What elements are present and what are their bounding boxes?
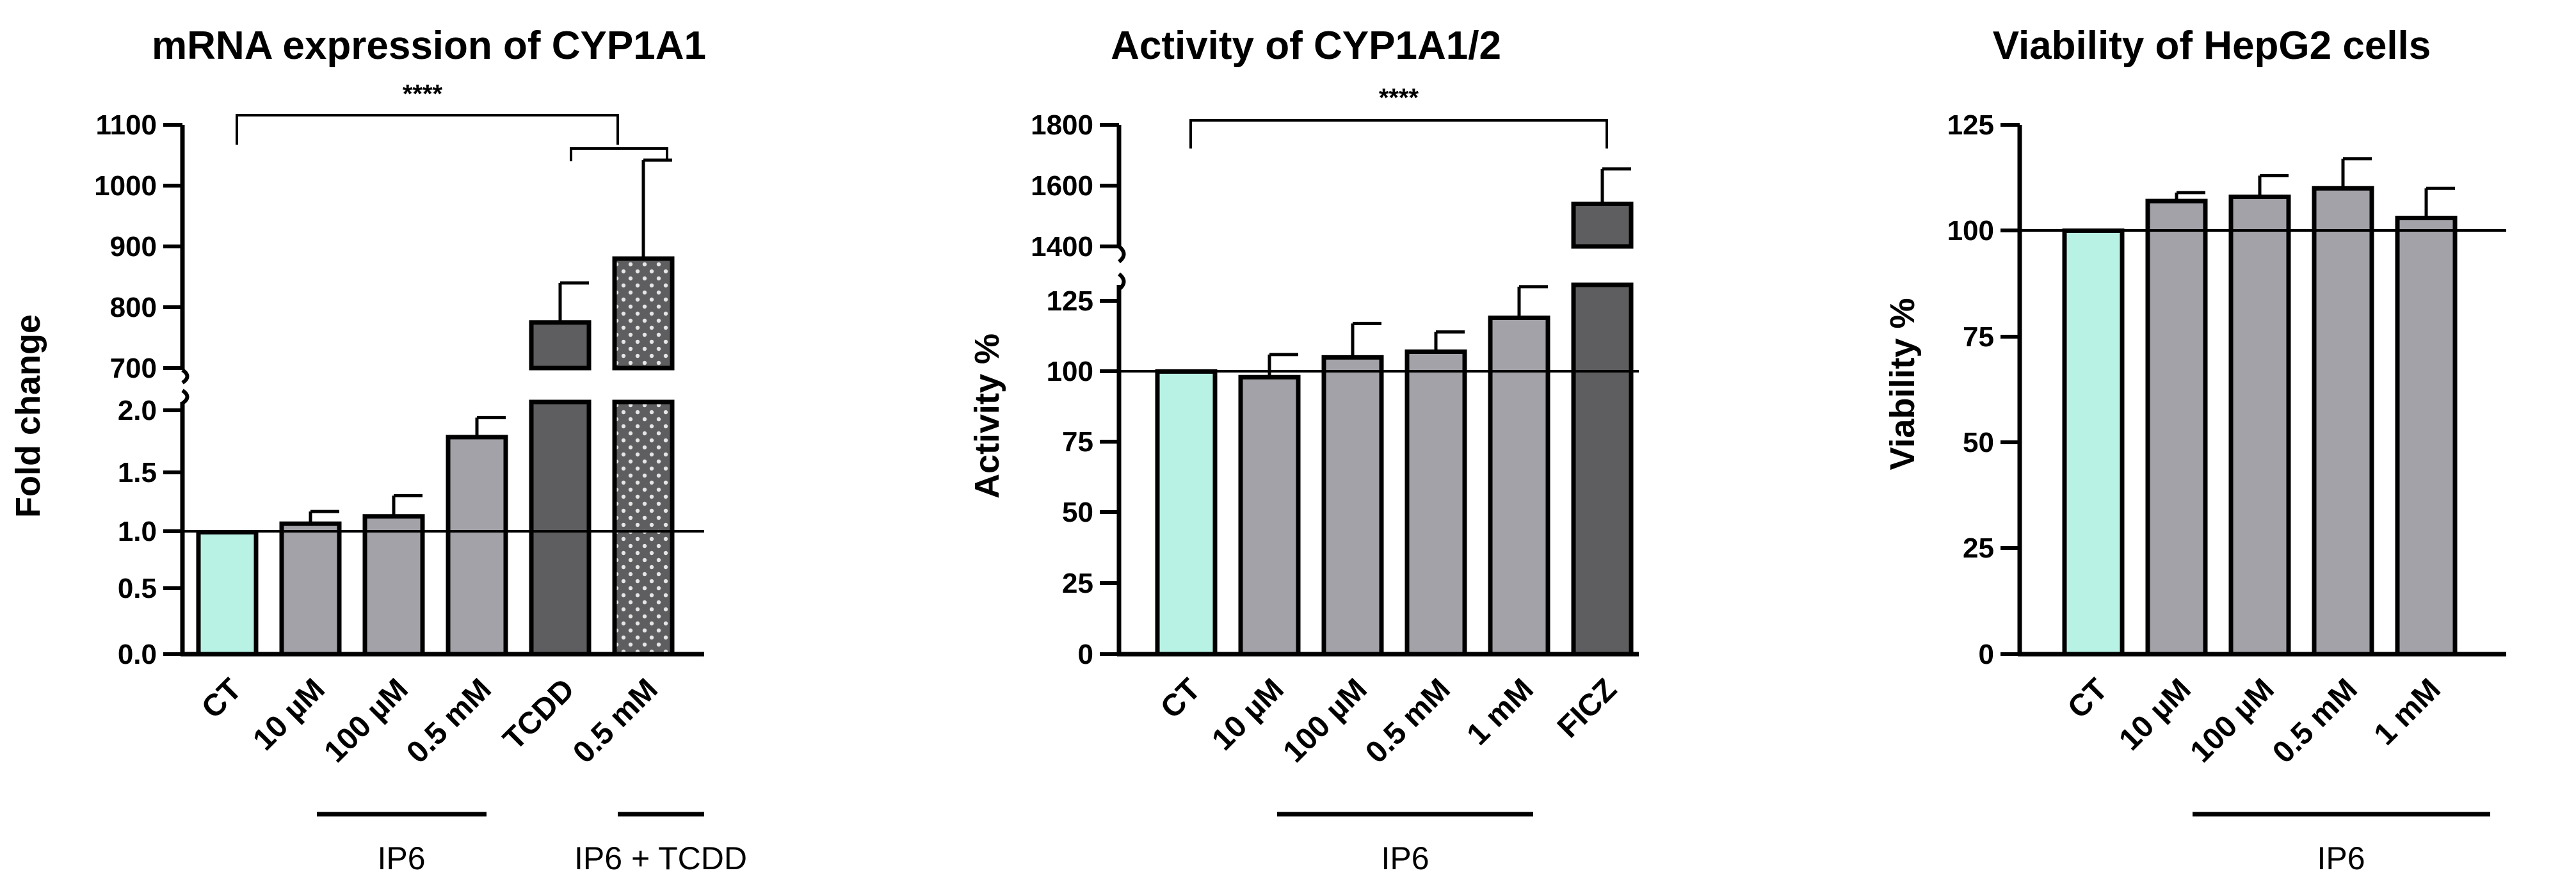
y-tick-label: 1800: [1031, 109, 1093, 141]
y-tick-label: 1.5: [118, 457, 157, 488]
x-tick-label: 100 µM: [318, 672, 414, 769]
bar-group: [196, 158, 677, 657]
y-tick-label: 75: [1062, 426, 1093, 458]
x-tick-labels: CT 10 µM 100 µM 0.5 mM TCDD 0.5 mM: [195, 672, 664, 770]
bar: [2312, 186, 2374, 657]
chart-title: Activity of CYP1A1/2: [1111, 24, 1501, 68]
y-tick-label: 700: [110, 353, 157, 384]
y-tick-label: 1100: [96, 109, 157, 141]
chart-title: Viability of HepG2 cells: [1993, 24, 2431, 68]
y-tick-label: 1600: [1031, 170, 1093, 202]
y-axis-label: Fold change: [9, 314, 47, 518]
axis-break-mark: [181, 368, 189, 385]
bar: [279, 521, 342, 657]
y-tick-label: 50: [1062, 497, 1093, 528]
bar: [2062, 228, 2125, 657]
bar-break-gap: [526, 371, 594, 399]
bar: [612, 256, 675, 371]
x-tick-label: 0.5 mM: [1359, 672, 1457, 770]
bar: [1155, 369, 1218, 657]
axis-break-mark: [1118, 272, 1126, 291]
significance-label: ****: [403, 80, 443, 108]
bar: [196, 530, 259, 657]
bar: [1571, 282, 1634, 657]
axis-break-mark: [1118, 245, 1126, 264]
bar: [1571, 202, 1634, 249]
bar: [2145, 198, 2208, 657]
group-labels: IP6 IP6 + TCDD: [317, 812, 747, 876]
y-tick-label: 800: [110, 292, 157, 323]
axis-break-mark: [181, 389, 189, 405]
bar-break-gap: [609, 371, 677, 399]
y-ticks-lower: 0.0 0.5 1.0 1.5 2.0: [118, 395, 182, 670]
x-tick-label: 0.5 mM: [400, 672, 498, 770]
x-tick-label: FICZ: [1551, 672, 1623, 744]
bar: [529, 320, 592, 371]
y-tick-label: 1400: [1031, 231, 1093, 262]
x-tick-labels: CT 10 µM 100 µM 0.5 mM 1 mM FICZ: [1154, 672, 1623, 770]
x-tick-label: 100 µM: [2184, 672, 2280, 769]
bar: [362, 514, 425, 657]
bar: [446, 435, 508, 657]
y-tick-label: 125: [1047, 285, 1093, 317]
y-tick-label: 75: [1963, 321, 1994, 353]
y-tick-label: 0: [1979, 639, 1994, 670]
bar: [1321, 355, 1384, 657]
y-tick-label: 900: [110, 231, 157, 262]
x-tick-label: 100 µM: [1276, 672, 1373, 769]
chart-title: mRNA expression of CYP1A1: [152, 24, 706, 68]
chart-cyp-activity: Activity of CYP1A1/2 Activity % 1800 160…: [968, 24, 1639, 876]
bar-group: [2062, 157, 2458, 657]
bar: [1488, 315, 1550, 657]
y-tick-label: 0.0: [118, 639, 157, 670]
y-tick-label: 1.0: [118, 516, 157, 547]
bar: [1238, 374, 1301, 657]
y-ticks-upper: 1800 1600 1400: [1031, 109, 1119, 262]
x-tick-label: CT: [1154, 672, 1207, 725]
chart-hepg2-viability: Viability of HepG2 cells Viability % 0 2…: [1883, 24, 2506, 876]
y-ticks-lower: 0 25 50 75 100 125: [1047, 285, 1119, 670]
significance-bracket: ****: [1189, 84, 1608, 148]
bar: [2395, 216, 2458, 657]
x-tick-label: 0.5 mM: [2266, 672, 2364, 770]
bar: [529, 399, 592, 657]
group-labels: IP6: [1277, 812, 1533, 876]
x-tick-label: 1 mM: [2368, 672, 2447, 751]
y-tick-label: 1000: [94, 170, 157, 202]
group-label: IP6: [377, 840, 425, 876]
y-tick-label: 2.0: [118, 395, 157, 426]
y-ticks-upper: 1100 1000 900 800 700: [94, 109, 182, 384]
bar: [1405, 349, 1467, 657]
y-tick-label: 25: [1062, 568, 1093, 599]
x-tick-label: CT: [195, 672, 248, 725]
bar: [2228, 194, 2291, 657]
x-tick-label: 1 mM: [1461, 672, 1540, 751]
group-label: IP6 + TCDD: [574, 840, 747, 876]
y-ticks: 0 25 50 75 100 125: [1947, 109, 2020, 670]
x-tick-label: 0.5 mM: [567, 672, 664, 770]
y-axis-label: Viability %: [1883, 298, 1922, 470]
bar: [612, 399, 675, 657]
x-tick-label: CT: [2061, 672, 2114, 725]
group-label: IP6: [2317, 840, 2365, 876]
y-tick-label: 25: [1963, 533, 1994, 564]
y-tick-label: 100: [1047, 356, 1093, 387]
significance-bracket: ****: [236, 80, 668, 161]
bar-group: [1155, 167, 1636, 657]
y-tick-label: 125: [1947, 109, 1994, 141]
group-label: IP6: [1381, 840, 1429, 876]
y-tick-label: 100: [1947, 215, 1994, 246]
chart-mrna-expression: mRNA expression of CYP1A1 Fold change 11…: [9, 24, 747, 876]
y-axis-label: Activity %: [968, 333, 1006, 499]
x-tick-labels: CT 10 µM 100 µM 0.5 mM 1 mM: [2061, 672, 2447, 770]
y-tick-label: 0: [1078, 639, 1093, 670]
y-tick-label: 50: [1963, 427, 1994, 458]
bar-break-gap: [1568, 249, 1636, 282]
group-labels: IP6: [2193, 812, 2490, 876]
significance-label: ****: [1379, 84, 1419, 112]
y-tick-label: 0.5: [118, 573, 157, 604]
